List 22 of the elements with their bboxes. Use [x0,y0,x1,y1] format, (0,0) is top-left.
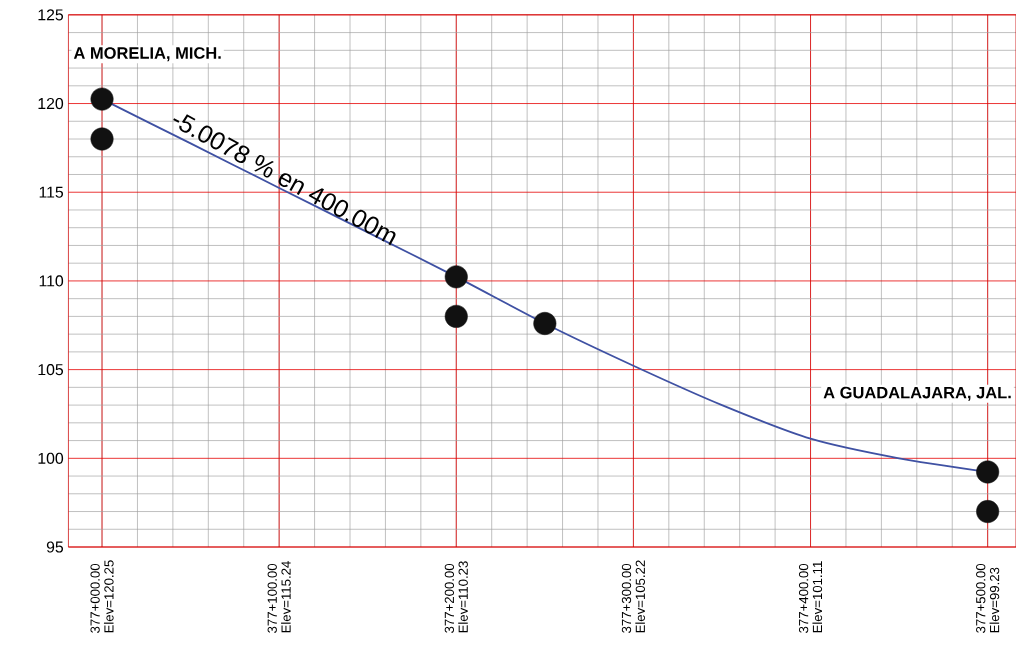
x-tick-label: 377+400.00 Elev=101.11 [798,561,823,634]
point [976,460,1000,484]
annotation: A GUADALAJARA, JAL. [823,386,1011,401]
y-tick-label: 100 [38,452,64,465]
y-tick-label: 105 [38,364,64,376]
y-tick-label: 120 [38,98,64,110]
annotation: A MORELIA, MICH. [73,47,221,62]
point [533,312,557,336]
point [444,265,468,289]
point [976,500,1000,524]
y-tick-label: 110 [39,275,64,287]
x-tick-label: 377+000.00 Elev=120.25 [90,560,114,634]
point [90,87,114,111]
y-tick-label: 115 [39,186,64,198]
point [444,305,468,329]
x-tick-label: 377+500.00 Elev=99.23 [976,564,1000,634]
x-tick-label: 377+200.00 Elev=110.23 [444,561,468,634]
x-tick-label: 377+100.00 Elev=115.24 [267,561,291,634]
y-tick-label: 95 [46,541,64,553]
x-tick-label: 377+300.00 Elev=105.22 [621,560,645,634]
point [90,127,114,151]
y-tick-label: 125 [38,9,64,21]
